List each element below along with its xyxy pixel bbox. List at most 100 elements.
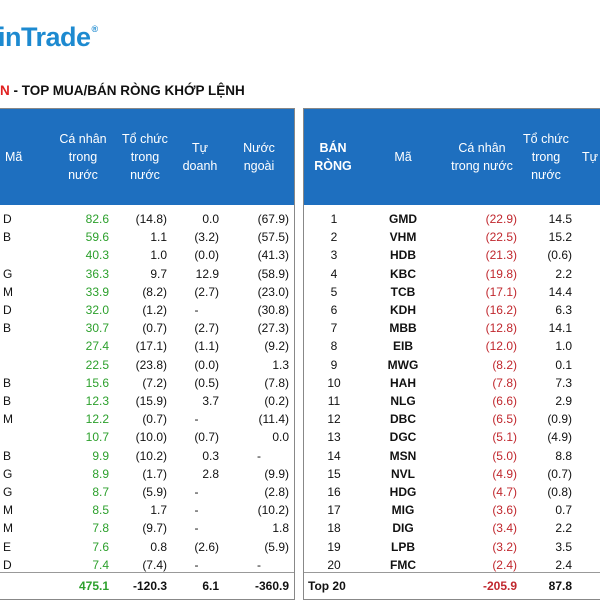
cell-ca-nhan: 12.2: [85, 412, 109, 427]
cell-to-chuc: 2.9: [555, 394, 572, 408]
header-ca-nhan: Cá nhân trong nước: [59, 132, 107, 182]
table-row: 40.3 1.0 (0.0) (41.3): [0, 244, 294, 266]
cell-ca-nhan: 22.5: [85, 357, 109, 372]
logo: inTrade®: [0, 22, 98, 53]
cell-rank: 17: [327, 503, 341, 518]
cell-nuoc-ngoai: (0.2): [264, 394, 289, 408]
cell-to-chuc: (0.7): [142, 321, 167, 336]
logo-text: inTrade: [0, 22, 91, 52]
registered-mark: ®: [91, 24, 99, 34]
total-label: Top 20: [308, 579, 346, 593]
cell-to-chuc: 2.4: [555, 557, 572, 572]
total-row: Top 20 -205.9 87.8: [304, 572, 600, 599]
cell-to-chuc: (0.6): [547, 248, 572, 263]
cell-ma: LPB: [391, 539, 415, 554]
cell-ma: D: [3, 212, 12, 226]
cell-ca-nhan: 40.3: [85, 248, 109, 263]
total-ca-nhan: -205.9: [482, 579, 517, 593]
cell-ma: NLG: [390, 394, 416, 408]
cell-ca-nhan: (3.6): [492, 503, 517, 518]
title-text: - TOP MUA/BÁN RÒNG KHỚP LỆNH: [9, 83, 245, 98]
table-row: 18 DIG (3.4) 2.2: [304, 517, 600, 539]
table-header: BÁN RÒNG Mã Cá nhân trong nước Tổ chức t…: [304, 109, 600, 205]
cell-ma: MWG: [387, 357, 419, 372]
cell-tu-doanh: (1.1): [194, 339, 219, 354]
cell-to-chuc: 2.2: [555, 266, 572, 281]
cell-ca-nhan: 8.7: [92, 485, 109, 499]
table-row: B 15.6 (7.2) (0.5) (7.8): [0, 372, 294, 394]
cell-to-chuc: 3.5: [555, 539, 572, 554]
cell-to-chuc: 1.0: [555, 339, 572, 354]
table-row: 10 HAH (7.8) 7.3: [304, 372, 600, 394]
cell-ma: VHM: [389, 230, 417, 245]
table-row: 16 HDG (4.7) (0.8): [304, 481, 600, 503]
header-ban-rong: BÁN RÒNG: [314, 141, 352, 173]
table-row: 27.4 (17.1) (1.1) (9.2): [0, 335, 294, 357]
cell-ca-nhan: (6.5): [492, 412, 517, 427]
cell-rank: 1: [330, 212, 338, 226]
cell-to-chuc: 15.2: [548, 230, 572, 245]
cell-rank: 14: [327, 448, 341, 463]
cell-to-chuc: (1.7): [142, 466, 167, 481]
page-title: N - TOP MUA/BÁN RÒNG KHỚP LỆNH: [0, 83, 245, 98]
table-row: 19 LPB (3.2) 3.5: [304, 536, 600, 558]
table-row: 6 KDH (16.2) 6.3: [304, 299, 600, 321]
cell-to-chuc: 14.1: [548, 321, 572, 336]
cell-ma: DBC: [390, 412, 416, 427]
cell-tu-doanh: (3.2): [194, 230, 219, 245]
cell-ca-nhan: 12.3: [85, 394, 109, 408]
cell-to-chuc: (17.1): [135, 339, 167, 354]
cell-to-chuc: (1.2): [142, 303, 167, 317]
cell-tu-doanh: -: [194, 503, 199, 518]
table-row: 2 VHM (22.5) 15.2: [304, 226, 600, 248]
header-to-chuc: Tổ chức trong nước: [122, 132, 168, 182]
cell-ma: B: [3, 394, 12, 408]
total-to-chuc: -120.3: [132, 579, 167, 593]
cell-nuoc-ngoai: (9.9): [264, 466, 289, 481]
table-row: D 32.0 (1.2) - (30.8): [0, 299, 294, 321]
cell-tu-doanh: (2.7): [194, 321, 219, 336]
table-row: 7 MBB (12.8) 14.1: [304, 317, 600, 339]
table-row: 22.5 (23.8) (0.0) 1.3: [0, 354, 294, 376]
cell-tu-doanh: 0.0: [202, 212, 219, 226]
cell-ma: B: [3, 321, 12, 336]
table-row: B 9.9 (10.2) 0.3 -: [0, 445, 294, 467]
cell-tu-doanh: 3.7: [202, 394, 219, 408]
table-row: 15 NVL (4.9) (0.7): [304, 463, 600, 485]
cell-ma: MBB: [389, 321, 417, 336]
cell-nuoc-ngoai: (9.2): [264, 339, 289, 354]
total-row: 475.1 -120.3 6.1 -360.9: [0, 572, 294, 599]
header-ca-nhan: Cá nhân trong nước: [451, 141, 513, 173]
cell-tu-doanh: -: [194, 557, 199, 572]
cell-nuoc-ngoai: (30.8): [257, 303, 289, 317]
cell-rank: 16: [327, 485, 341, 499]
cell-ca-nhan: 8.5: [92, 503, 109, 518]
total-nuoc-ngoai: -360.9: [254, 579, 289, 593]
cell-nuoc-ngoai: 1.3: [272, 357, 289, 372]
cell-rank: 20: [327, 557, 341, 572]
cell-nuoc-ngoai: (67.9): [257, 212, 289, 226]
table-row: 5 TCB (17.1) 14.4: [304, 281, 600, 303]
cell-nuoc-ngoai: (11.4): [258, 412, 289, 427]
cell-nuoc-ngoai: (23.0): [257, 284, 289, 299]
table-row: 11 NLG (6.6) 2.9: [304, 390, 600, 412]
cell-to-chuc: (15.9): [135, 394, 167, 408]
cell-ca-nhan: (17.1): [485, 284, 517, 299]
cell-ma: D: [3, 303, 12, 317]
cell-ca-nhan: 32.0: [85, 303, 109, 317]
table-row: 8 EIB (12.0) 1.0: [304, 335, 600, 357]
cell-rank: 4: [330, 266, 338, 281]
table-row: D 82.6 (14.8) 0.0 (67.9): [0, 208, 294, 230]
cell-ma: EIB: [392, 339, 413, 354]
cell-nuoc-ngoai: (5.9): [264, 539, 289, 554]
cell-ca-nhan: 8.9: [92, 466, 109, 481]
cell-rank: 7: [330, 321, 338, 336]
cell-ma: B: [3, 375, 12, 390]
cell-nuoc-ngoai: (58.9): [257, 266, 289, 281]
cell-tu-doanh: (0.0): [194, 357, 219, 372]
cell-ca-nhan: (2.4): [492, 557, 517, 572]
cell-ca-nhan: 36.3: [85, 266, 109, 281]
table-row: 1 GMD (22.9) 14.5: [304, 208, 600, 230]
table-header: Mã Cá nhân trong nước Tổ chức trong nước…: [0, 109, 294, 205]
cell-ca-nhan: (3.4): [492, 521, 517, 536]
